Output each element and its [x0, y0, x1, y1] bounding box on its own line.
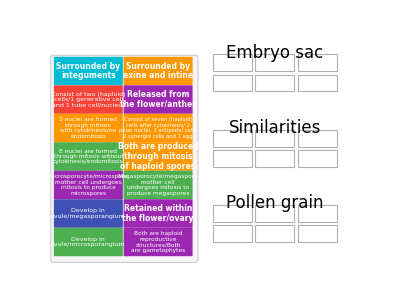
Text: Released from
the flower/anther: Released from the flower/anther: [120, 90, 196, 109]
FancyBboxPatch shape: [124, 228, 193, 256]
FancyBboxPatch shape: [54, 57, 123, 85]
FancyBboxPatch shape: [124, 85, 193, 114]
FancyBboxPatch shape: [51, 55, 198, 262]
FancyBboxPatch shape: [124, 171, 193, 199]
Bar: [213, 225, 252, 242]
Bar: [213, 205, 252, 222]
Bar: [298, 205, 337, 222]
Text: Develop in
ovule/microsporangium: Develop in ovule/microsporangium: [51, 237, 126, 247]
Text: Develop in
ovule/megasporangium: Develop in ovule/megasporangium: [51, 208, 126, 219]
FancyBboxPatch shape: [54, 171, 123, 199]
FancyBboxPatch shape: [54, 114, 123, 142]
Text: Surrounded by
exine and intine: Surrounded by exine and intine: [123, 62, 193, 80]
Bar: [255, 55, 294, 71]
Text: Both are produced
through mitosis
of haploid spores: Both are produced through mitosis of hap…: [118, 142, 198, 171]
Text: 8 nuclei are formed
through mitosis without
cytokinesis/endomitosis: 8 nuclei are formed through mitosis with…: [53, 148, 124, 164]
Text: Surrounded by
integuments: Surrounded by integuments: [56, 62, 120, 80]
Text: Both are haploid
reproductive
structures/Both
are gametophytes: Both are haploid reproductive structures…: [131, 231, 185, 253]
Text: Retained within
the flower/ovary: Retained within the flower/ovary: [122, 204, 194, 223]
Text: 2 nuclei are formed
through mitosis
with cytokinesis/no
endomitosis: 2 nuclei are formed through mitosis with…: [60, 117, 117, 139]
Text: Consist of seven (haploid)
cells after cytokinesis/ 2
polar nuclei, 3 antipodal : Consist of seven (haploid) cells after c…: [118, 117, 198, 139]
Bar: [213, 150, 252, 167]
Bar: [298, 150, 337, 167]
FancyBboxPatch shape: [124, 199, 193, 228]
Bar: [255, 205, 294, 222]
Text: Consist of two (haploid)
cells/1 generative cell
and 1 tube cell/nucleus: Consist of two (haploid) cells/1 generat…: [51, 92, 126, 107]
Text: Megasporocyte/megaspore
mother cell
undergoes mitosis to
produce megaspores: Megasporocyte/megaspore mother cell unde…: [118, 174, 198, 196]
FancyBboxPatch shape: [54, 85, 123, 114]
FancyBboxPatch shape: [124, 142, 193, 171]
Bar: [298, 130, 337, 147]
FancyBboxPatch shape: [54, 199, 123, 228]
Bar: [298, 74, 337, 92]
Bar: [255, 225, 294, 242]
Bar: [213, 74, 252, 92]
Bar: [298, 55, 337, 71]
Bar: [213, 130, 252, 147]
Text: Pollen grain: Pollen grain: [226, 194, 324, 212]
Bar: [255, 130, 294, 147]
FancyBboxPatch shape: [124, 57, 193, 85]
Text: Embryo sac: Embryo sac: [226, 44, 323, 62]
Bar: [298, 225, 337, 242]
Bar: [213, 55, 252, 71]
Bar: [255, 150, 294, 167]
FancyBboxPatch shape: [124, 114, 193, 142]
Bar: [255, 74, 294, 92]
Text: Similarities: Similarities: [228, 119, 321, 137]
FancyBboxPatch shape: [54, 142, 123, 171]
Text: Microsporocyte/microspore
mother cell undergoes
mitosis to produce
microspores: Microsporocyte/microspore mother cell un…: [48, 174, 128, 196]
FancyBboxPatch shape: [54, 228, 123, 256]
